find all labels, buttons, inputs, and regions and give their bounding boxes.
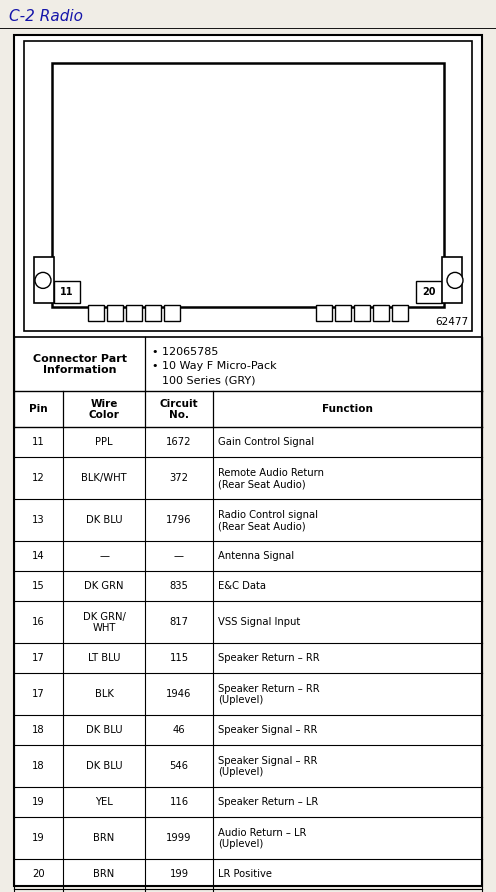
Text: 1672: 1672 bbox=[166, 437, 192, 448]
Text: 18: 18 bbox=[32, 762, 45, 772]
Text: DK BLU: DK BLU bbox=[86, 725, 123, 735]
Bar bbox=[24, 41, 472, 332]
Text: • 12065785: • 12065785 bbox=[152, 347, 218, 358]
Text: DK GRN/
WHT: DK GRN/ WHT bbox=[83, 612, 125, 633]
Text: DK BLU: DK BLU bbox=[86, 762, 123, 772]
Text: Speaker Signal – RR: Speaker Signal – RR bbox=[218, 725, 317, 735]
Text: Radio Control signal
(Rear Seat Audio): Radio Control signal (Rear Seat Audio) bbox=[218, 509, 318, 532]
Bar bbox=[164, 305, 180, 321]
Text: BLK: BLK bbox=[95, 690, 114, 699]
Text: Connector Part
Information: Connector Part Information bbox=[33, 353, 126, 376]
Text: Function: Function bbox=[322, 404, 373, 415]
Bar bbox=[54, 281, 80, 303]
Text: Gain Control Signal: Gain Control Signal bbox=[218, 437, 314, 448]
Bar bbox=[354, 305, 370, 321]
Text: Circuit
No.: Circuit No. bbox=[160, 399, 198, 420]
Text: Remote Audio Return
(Rear Seat Audio): Remote Audio Return (Rear Seat Audio) bbox=[218, 467, 324, 489]
Text: 1796: 1796 bbox=[166, 516, 192, 525]
Text: 13: 13 bbox=[32, 516, 45, 525]
Text: Speaker Return – LR: Speaker Return – LR bbox=[218, 797, 318, 807]
Bar bbox=[373, 305, 389, 321]
Text: 62477: 62477 bbox=[435, 318, 468, 327]
Text: 1946: 1946 bbox=[166, 690, 191, 699]
Bar bbox=[88, 305, 104, 321]
Text: 116: 116 bbox=[170, 797, 188, 807]
Text: 546: 546 bbox=[170, 762, 188, 772]
Text: C-2 Radio: C-2 Radio bbox=[9, 9, 83, 24]
Text: 100 Series (GRY): 100 Series (GRY) bbox=[162, 376, 255, 385]
Text: —: — bbox=[174, 551, 184, 561]
Text: Audio Return – LR
(Uplevel): Audio Return – LR (Uplevel) bbox=[218, 828, 306, 849]
Text: 20: 20 bbox=[422, 287, 436, 297]
Text: 12: 12 bbox=[32, 474, 45, 483]
Text: LR Positive: LR Positive bbox=[218, 870, 272, 880]
Text: 199: 199 bbox=[170, 870, 188, 880]
Text: • 10 Way F Micro-Pack: • 10 Way F Micro-Pack bbox=[152, 361, 277, 371]
Text: 46: 46 bbox=[173, 725, 186, 735]
Text: Speaker Return – RR: Speaker Return – RR bbox=[218, 653, 319, 664]
Circle shape bbox=[35, 272, 51, 288]
Text: 16: 16 bbox=[32, 617, 45, 627]
Bar bbox=[335, 305, 351, 321]
Text: 17: 17 bbox=[32, 653, 45, 664]
Text: 18: 18 bbox=[32, 725, 45, 735]
Text: 835: 835 bbox=[170, 582, 188, 591]
Text: 19: 19 bbox=[32, 797, 45, 807]
Text: BRN: BRN bbox=[93, 833, 115, 844]
Text: —: — bbox=[99, 551, 109, 561]
Text: 14: 14 bbox=[32, 551, 45, 561]
Text: E&C Data: E&C Data bbox=[218, 582, 266, 591]
Bar bbox=[107, 305, 123, 321]
Text: DK BLU: DK BLU bbox=[86, 516, 123, 525]
Bar bbox=[126, 305, 142, 321]
Text: 15: 15 bbox=[32, 582, 45, 591]
Bar bbox=[34, 258, 54, 303]
Bar bbox=[145, 305, 161, 321]
Text: Pin: Pin bbox=[29, 404, 48, 415]
Text: Antenna Signal: Antenna Signal bbox=[218, 551, 294, 561]
Text: 20: 20 bbox=[32, 870, 45, 880]
Text: BRN: BRN bbox=[93, 870, 115, 880]
Bar bbox=[316, 305, 332, 321]
Bar bbox=[52, 63, 444, 308]
Bar bbox=[392, 305, 408, 321]
Text: 17: 17 bbox=[32, 690, 45, 699]
Text: 19: 19 bbox=[32, 833, 45, 844]
Text: Speaker Return – RR
(Uplevel): Speaker Return – RR (Uplevel) bbox=[218, 683, 319, 706]
Bar bbox=[442, 258, 462, 303]
Circle shape bbox=[447, 272, 463, 288]
Text: YEL: YEL bbox=[95, 797, 113, 807]
Text: VSS Signal Input: VSS Signal Input bbox=[218, 617, 300, 627]
Text: 115: 115 bbox=[170, 653, 188, 664]
Text: BLK/WHT: BLK/WHT bbox=[81, 474, 127, 483]
Text: LT BLU: LT BLU bbox=[88, 653, 121, 664]
Text: DK GRN: DK GRN bbox=[84, 582, 124, 591]
Bar bbox=[416, 281, 442, 303]
Text: Wire
Color: Wire Color bbox=[89, 399, 120, 420]
Text: PPL: PPL bbox=[95, 437, 113, 448]
Text: 817: 817 bbox=[170, 617, 188, 627]
Text: Speaker Signal – RR
(Uplevel): Speaker Signal – RR (Uplevel) bbox=[218, 756, 317, 777]
Text: 1999: 1999 bbox=[166, 833, 192, 844]
Text: 372: 372 bbox=[170, 474, 188, 483]
Text: 11: 11 bbox=[60, 287, 74, 297]
Text: 11: 11 bbox=[32, 437, 45, 448]
